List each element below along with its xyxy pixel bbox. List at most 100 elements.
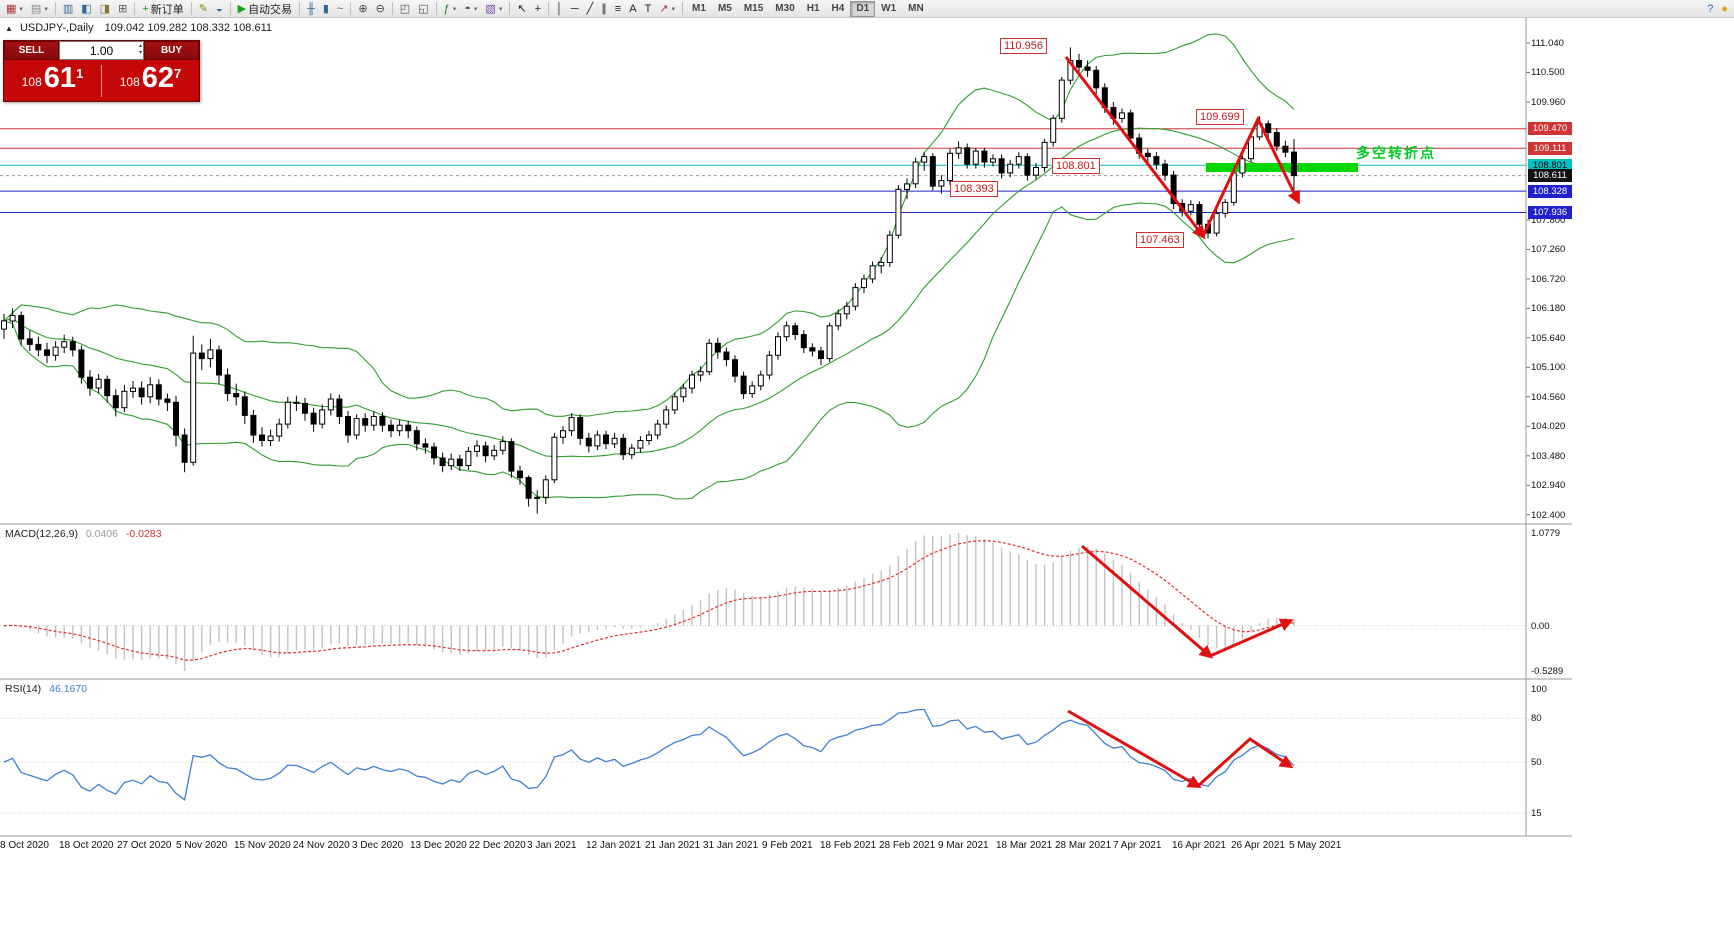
price-scale-label: 111.040 (1531, 38, 1564, 49)
price-annotation-109.699[interactable]: 109.699 (1196, 109, 1244, 125)
price-annotation-108.801[interactable]: 108.801 (1052, 158, 1100, 174)
price-divider (101, 64, 102, 97)
trendline-icon[interactable]: ╱ (583, 1, 598, 17)
vertical-line-icon[interactable]: │ (552, 1, 567, 17)
history-center-icon[interactable]: ◒ (212, 1, 227, 17)
zone-annotation-text[interactable]: 多空转折点 (1356, 145, 1436, 161)
fibonacci-icon[interactable]: ≡ (611, 1, 625, 17)
channel-icon[interactable]: ∥ (597, 1, 611, 17)
periods-icon-dropdown[interactable]: ▾ (473, 5, 478, 13)
cascade-windows-icon[interactable]: ◱ (414, 1, 432, 17)
timeframe-mn[interactable]: MN (902, 1, 930, 17)
cascade-windows-icon: ◱ (418, 2, 429, 15)
new-chart-icon-dropdown[interactable]: ▾ (19, 5, 23, 13)
market-watch-icon[interactable]: ▥ (59, 1, 77, 17)
sell-button[interactable]: SELL (4, 41, 59, 60)
trend-arrow-main-2[interactable] (1201, 115, 1300, 237)
line-chart-icon[interactable]: ~ (333, 1, 347, 17)
volume-up-icon[interactable]: ▴ (138, 43, 142, 49)
indicators-icon-dropdown[interactable]: ▾ (452, 5, 457, 13)
date-axis-label: 3 Jan 2021 (527, 840, 577, 851)
metaeditor-icon[interactable]: ✎ (195, 1, 212, 17)
price-scale-label: 104.020 (1531, 421, 1566, 432)
date-axis-label: 31 Jan 2021 (703, 840, 759, 851)
autotrading-button-label: 自动交易 (248, 3, 293, 16)
date-axis-label: 15 Nov 2020 (234, 840, 291, 851)
timeframe-h4[interactable]: H4 (826, 1, 851, 17)
templates-icon-dropdown[interactable]: ▾ (498, 5, 503, 13)
label-tool-icon[interactable]: T (641, 1, 656, 17)
autotrading-button: ▶ (237, 2, 247, 15)
rsi-name: RSI(14) (5, 683, 42, 695)
new-chart-icon: ▦ (6, 2, 17, 15)
trend-arrow-macd-4[interactable] (1209, 618, 1294, 658)
rsi-scale-label: 50 (1531, 757, 1542, 768)
autotrading-button[interactable]: ▶ 自动交易 (234, 1, 296, 17)
crosshair-icon: + (534, 2, 541, 15)
trend-arrow-rsi-6[interactable] (1196, 737, 1294, 788)
toolbar-separator (229, 2, 231, 15)
zoom-in-icon: ⊕ (358, 2, 368, 15)
bar-chart-icon[interactable]: ╫ (303, 1, 319, 17)
volume-down-icon[interactable]: ▾ (138, 50, 142, 56)
terminal-icon: ⊞ (118, 2, 128, 15)
market-watch-icon: ▥ (62, 2, 74, 15)
profiles-icon[interactable]: ▤ ▾ (27, 1, 52, 17)
trend-arrow-main-1[interactable] (1064, 56, 1206, 240)
new-chart-icon[interactable]: ▦ ▾ (2, 1, 27, 17)
periods-icon[interactable]: ◓ ▾ (460, 1, 481, 17)
chart-ohlc-values: 109.042 109.282 108.332 108.611 (104, 22, 273, 34)
arrows-tool-icon-dropdown[interactable]: ▾ (671, 5, 676, 13)
help-icon[interactable]: ? (1703, 1, 1717, 17)
zoom-out-icon[interactable]: ⊖ (372, 1, 389, 17)
buy-button[interactable]: BUY (144, 41, 199, 60)
date-axis-label: 18 Mar 2021 (996, 840, 1053, 851)
trend-arrow-macd-3[interactable] (1081, 544, 1214, 659)
fibonacci-icon: ≡ (614, 2, 622, 15)
text-tool-icon[interactable]: A (625, 1, 640, 17)
horizontal-line-icon[interactable]: ─ (567, 1, 583, 17)
timeframe-d1[interactable]: D1 (850, 0, 876, 17)
arrows-tool-icon[interactable]: ↗ ▾ (655, 1, 679, 17)
one-click-toggle-icon[interactable]: ▲ (5, 24, 13, 33)
connection-status-icon[interactable]: ● (1717, 1, 1732, 17)
timeframe-w1[interactable]: W1 (875, 1, 902, 17)
macd-scale-label: -0.5289 (1531, 666, 1564, 677)
profiles-icon-dropdown[interactable]: ▾ (44, 5, 48, 13)
trend-arrow-rsi-5[interactable] (1067, 709, 1202, 789)
data-window-icon[interactable]: ◧ (77, 1, 95, 17)
price-scale-label: 102.940 (1531, 480, 1566, 491)
price-tag-108.328: 108.328 (1528, 185, 1572, 198)
timeframe-h1[interactable]: H1 (801, 1, 826, 17)
macd-histogram (11, 533, 1295, 671)
terminal-icon[interactable]: ⊞ (114, 1, 131, 17)
sell-price[interactable]: 108 61 1 (4, 64, 101, 97)
volume-input[interactable]: 1.00 ▴ ▾ (59, 41, 144, 60)
macd-scale-label: 1.0779 (1531, 528, 1561, 539)
timeframe-m5[interactable]: M5 (712, 1, 738, 17)
timeframe-m30[interactable]: M30 (769, 1, 800, 17)
price-scale-label: 110.500 (1531, 67, 1565, 78)
price-annotation-107.463[interactable]: 107.463 (1136, 232, 1184, 248)
tile-windows-icon[interactable]: ◰ (396, 1, 414, 17)
price-scale-label: 107.800 (1531, 215, 1566, 226)
cursor-icon[interactable]: ↖ (513, 1, 530, 17)
macd-indicator-label: MACD(12,26,9) 0.0406 -0.0283 (5, 528, 162, 540)
toolbar-separator (435, 2, 437, 15)
price-annotation-110.956[interactable]: 110.956 (1000, 38, 1047, 54)
price-scale-label: 104.560 (1531, 392, 1566, 403)
crosshair-icon[interactable]: + (531, 1, 545, 17)
new-order-button[interactable]: + 新订单 (138, 1, 187, 17)
zoom-in-icon[interactable]: ⊕ (354, 1, 371, 17)
buy-price[interactable]: 108 62 7 (102, 64, 199, 97)
price-annotation-108.393[interactable]: 108.393 (950, 181, 998, 197)
toolbar-separator (54, 2, 56, 15)
navigator-icon[interactable]: ◨ (96, 1, 114, 17)
navigator-icon: ◨ (99, 2, 111, 15)
indicators-icon[interactable]: ƒ ▾ (440, 1, 461, 17)
templates-icon[interactable]: ▧ ▾ (481, 1, 506, 17)
candlestick-chart-icon[interactable]: ▮ (319, 1, 333, 17)
timeframe-m15[interactable]: M15 (738, 1, 769, 17)
timeframe-m1[interactable]: M1 (686, 1, 712, 17)
